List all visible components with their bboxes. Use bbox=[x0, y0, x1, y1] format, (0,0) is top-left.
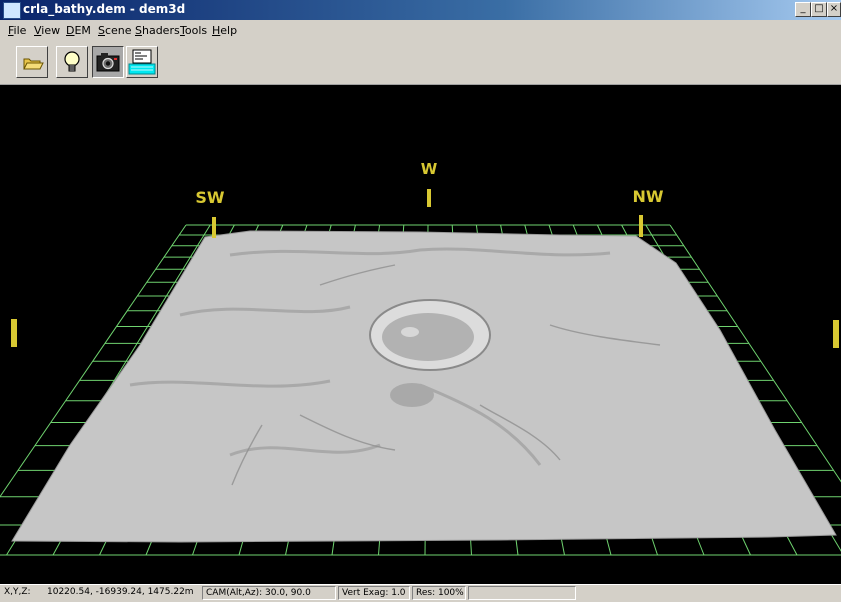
scene-viewport[interactable]: W SW NW bbox=[0, 85, 841, 584]
status-empty-field bbox=[468, 586, 576, 600]
menu-shaders[interactable]: Shaders bbox=[135, 24, 180, 37]
compass-label-sw: SW bbox=[195, 188, 225, 207]
dem-grid-icon bbox=[128, 49, 156, 75]
app-icon[interactable] bbox=[3, 2, 21, 19]
dem-view-button[interactable] bbox=[126, 46, 158, 78]
compass-pole-sw bbox=[212, 217, 216, 238]
compass-label-nw: NW bbox=[632, 187, 663, 206]
lower-cone bbox=[390, 383, 434, 407]
menu-bar: File View DEM Scene Shaders Tools Help bbox=[0, 20, 841, 40]
menu-file[interactable]: File bbox=[8, 24, 27, 37]
toolbar bbox=[0, 40, 841, 85]
camera-button[interactable] bbox=[92, 46, 124, 78]
open-folder-icon bbox=[23, 58, 44, 70]
vert-exag-readout: Vert Exag: 1.0 bbox=[338, 586, 410, 600]
terrain-shadow-ridges bbox=[129, 247, 611, 466]
scene-canvas[interactable]: W SW NW bbox=[0, 85, 841, 584]
menu-dem[interactable]: DEM bbox=[66, 24, 91, 37]
close-button[interactable]: × bbox=[827, 2, 841, 17]
menu-tools[interactable]: Tools bbox=[180, 24, 208, 37]
window-title: crla_bathy.dem - dem3d bbox=[23, 2, 186, 16]
lighting-button[interactable] bbox=[56, 46, 88, 78]
camera-readout: CAM(Alt,Az): 30.0, 90.0 bbox=[202, 586, 336, 600]
resolution-readout: Res: 100% bbox=[412, 586, 466, 600]
xyz-readout: 10220.54, -16939.24, 1475.22m bbox=[47, 587, 194, 597]
maximize-button[interactable]: □ bbox=[811, 2, 827, 17]
status-bar: X,Y,Z: 10220.54, -16939.24, 1475.22m CAM… bbox=[0, 584, 841, 602]
compass-label-w: W bbox=[421, 160, 438, 178]
compass-pole-n bbox=[833, 320, 839, 348]
minimize-button[interactable]: _ bbox=[795, 2, 811, 17]
compass-pole-nw bbox=[639, 215, 643, 237]
grid-column-line bbox=[669, 224, 841, 483]
xyz-label: X,Y,Z: bbox=[4, 587, 31, 597]
open-button[interactable] bbox=[16, 46, 48, 78]
title-bar: crla_bathy.dem - dem3d _ □ × bbox=[0, 0, 841, 20]
camera-icon bbox=[96, 53, 120, 72]
grid-column-line bbox=[0, 224, 187, 498]
lightbulb-icon bbox=[64, 51, 80, 72]
crater-basin bbox=[382, 313, 474, 361]
compass-pole-s bbox=[11, 319, 17, 347]
compass-pole-w bbox=[427, 189, 431, 207]
menu-scene[interactable]: Scene bbox=[98, 24, 132, 37]
terrain-drainages bbox=[231, 264, 661, 486]
wizard-island bbox=[401, 327, 419, 337]
menu-help[interactable]: Help bbox=[212, 24, 238, 37]
menu-view[interactable]: View bbox=[34, 24, 61, 37]
